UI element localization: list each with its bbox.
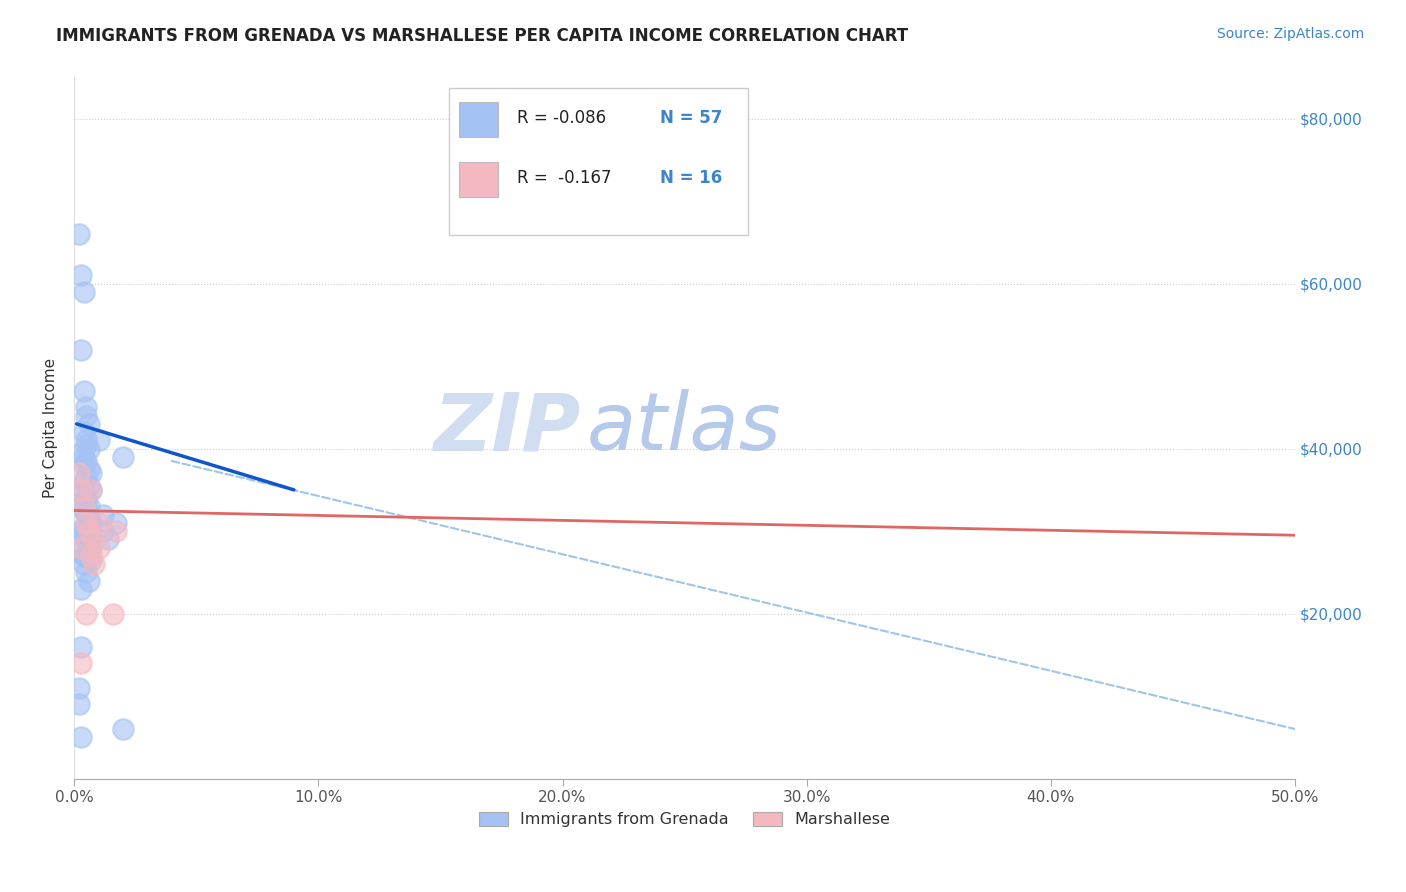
Point bbox=[80, 467, 103, 481]
Point bbox=[70, 487, 93, 501]
Point bbox=[77, 462, 100, 476]
Point bbox=[75, 508, 97, 522]
Point bbox=[75, 470, 97, 484]
Text: N = 57: N = 57 bbox=[661, 109, 723, 127]
Point bbox=[77, 524, 100, 538]
Point bbox=[75, 566, 97, 580]
Point bbox=[70, 483, 93, 497]
Point bbox=[67, 227, 90, 242]
Point bbox=[75, 500, 97, 514]
Text: Source: ZipAtlas.com: Source: ZipAtlas.com bbox=[1216, 27, 1364, 41]
Point bbox=[67, 467, 90, 481]
Point bbox=[75, 401, 97, 415]
Point bbox=[73, 450, 96, 464]
Point bbox=[73, 500, 96, 514]
Point bbox=[77, 479, 100, 493]
Point bbox=[77, 536, 100, 550]
Point bbox=[70, 640, 93, 654]
Point bbox=[75, 409, 97, 423]
Point bbox=[73, 285, 96, 299]
Point bbox=[67, 545, 90, 559]
Point bbox=[70, 524, 93, 538]
Point bbox=[80, 516, 103, 530]
Point bbox=[77, 500, 100, 514]
Point bbox=[104, 524, 127, 538]
Point bbox=[73, 475, 96, 489]
Point bbox=[75, 437, 97, 451]
Point bbox=[75, 434, 97, 448]
Point bbox=[80, 541, 103, 555]
Point bbox=[77, 442, 100, 456]
Point bbox=[73, 549, 96, 563]
Point bbox=[104, 516, 127, 530]
Text: R = -0.086: R = -0.086 bbox=[517, 109, 606, 127]
Point bbox=[70, 541, 93, 555]
Point bbox=[93, 508, 115, 522]
Point bbox=[80, 483, 103, 497]
Point bbox=[75, 607, 97, 621]
Point bbox=[70, 495, 93, 509]
Point bbox=[80, 549, 103, 563]
Point bbox=[73, 384, 96, 398]
Point bbox=[70, 731, 93, 745]
Text: atlas: atlas bbox=[586, 389, 782, 467]
Point bbox=[70, 656, 93, 670]
Point bbox=[97, 533, 120, 547]
Point bbox=[73, 458, 96, 472]
Point bbox=[75, 516, 97, 530]
Point bbox=[80, 524, 103, 538]
Point bbox=[83, 557, 105, 571]
Legend: Immigrants from Grenada, Marshallese: Immigrants from Grenada, Marshallese bbox=[472, 805, 897, 834]
Point bbox=[67, 698, 90, 712]
Point bbox=[101, 607, 124, 621]
Point bbox=[73, 528, 96, 542]
Point bbox=[77, 417, 100, 431]
Point bbox=[73, 520, 96, 534]
Text: ZIP: ZIP bbox=[433, 389, 581, 467]
Point bbox=[83, 533, 105, 547]
Point bbox=[87, 541, 110, 555]
Point bbox=[87, 516, 110, 530]
FancyBboxPatch shape bbox=[458, 102, 498, 137]
Text: R =  -0.167: R = -0.167 bbox=[517, 169, 612, 186]
FancyBboxPatch shape bbox=[458, 161, 498, 196]
Point bbox=[77, 574, 100, 588]
Point bbox=[111, 450, 134, 464]
Point bbox=[77, 512, 100, 526]
Point bbox=[70, 446, 93, 460]
Point bbox=[80, 553, 103, 567]
Point bbox=[70, 268, 93, 283]
Point bbox=[70, 343, 93, 357]
Point bbox=[73, 557, 96, 571]
Point bbox=[75, 533, 97, 547]
Point bbox=[67, 681, 90, 695]
Point bbox=[75, 491, 97, 505]
Text: N = 16: N = 16 bbox=[661, 169, 723, 186]
Point bbox=[80, 483, 103, 497]
Point bbox=[77, 541, 100, 555]
Y-axis label: Per Capita Income: Per Capita Income bbox=[44, 358, 58, 498]
Text: IMMIGRANTS FROM GRENADA VS MARSHALLESE PER CAPITA INCOME CORRELATION CHART: IMMIGRANTS FROM GRENADA VS MARSHALLESE P… bbox=[56, 27, 908, 45]
Point bbox=[73, 425, 96, 439]
Point bbox=[73, 503, 96, 517]
Point bbox=[93, 524, 115, 538]
Point bbox=[70, 582, 93, 596]
FancyBboxPatch shape bbox=[449, 88, 748, 235]
Point bbox=[111, 722, 134, 736]
Point bbox=[75, 454, 97, 468]
Point bbox=[87, 434, 110, 448]
